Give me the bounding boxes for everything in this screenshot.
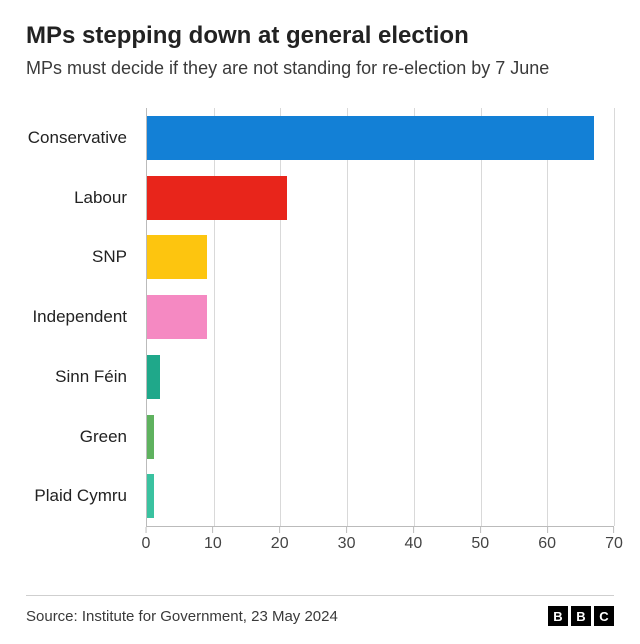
plot-area: Conservative Labour SNP Independent Sinn Féi… — [146, 108, 614, 526]
bar — [147, 415, 154, 459]
tick-label: 70 — [605, 535, 623, 553]
bar-row: Plaid Cymru — [147, 474, 614, 518]
tick-label: 60 — [538, 535, 556, 553]
bar-row: Conservative — [147, 116, 614, 160]
tick-label: 0 — [142, 535, 151, 553]
tick-mark — [279, 527, 280, 533]
tick-label: 40 — [405, 535, 423, 553]
x-axis: 010203040506070 — [146, 526, 614, 560]
x-tick: 10 — [204, 527, 222, 553]
tick-mark — [413, 527, 414, 533]
source-text: Source: Institute for Government, 23 May… — [26, 608, 338, 625]
x-tick: 0 — [142, 527, 151, 553]
bar-row: SNP — [147, 235, 614, 279]
tick-mark — [480, 527, 481, 533]
bar-chart: Conservative Labour SNP Independent Sinn Féi… — [26, 108, 614, 585]
tick-mark — [212, 527, 213, 533]
tick-label: 30 — [338, 535, 356, 553]
category-label: Sinn Féin — [17, 367, 137, 387]
tick-label: 10 — [204, 535, 222, 553]
category-label: Conservative — [17, 128, 137, 148]
x-tick: 20 — [271, 527, 289, 553]
bar — [147, 235, 207, 279]
x-tick: 50 — [471, 527, 489, 553]
category-label: Independent — [17, 307, 137, 327]
x-tick: 60 — [538, 527, 556, 553]
category-label: SNP — [17, 247, 137, 267]
category-label: Plaid Cymru — [17, 486, 137, 506]
bar-row: Labour — [147, 176, 614, 220]
category-label: Green — [17, 427, 137, 447]
tick-label: 50 — [471, 535, 489, 553]
bbc-logo-letter: B — [571, 606, 591, 626]
bar — [147, 474, 154, 518]
bar — [147, 355, 160, 399]
bar-row: Independent — [147, 295, 614, 339]
tick-label: 20 — [271, 535, 289, 553]
bar — [147, 295, 207, 339]
bar-row: Sinn Féin — [147, 355, 614, 399]
footer-divider — [26, 595, 614, 596]
category-label: Labour — [17, 188, 137, 208]
bbc-logo: B B C — [548, 606, 614, 626]
x-tick: 40 — [405, 527, 423, 553]
tick-mark — [346, 527, 347, 533]
gridline — [614, 108, 615, 526]
x-tick: 70 — [605, 527, 623, 553]
chart-subtitle: MPs must decide if they are not standing… — [26, 57, 614, 80]
bbc-logo-letter: C — [594, 606, 614, 626]
tick-mark — [547, 527, 548, 533]
tick-mark — [146, 527, 147, 533]
bar — [147, 176, 287, 220]
x-tick: 30 — [338, 527, 356, 553]
bar — [147, 116, 594, 160]
bbc-logo-letter: B — [548, 606, 568, 626]
tick-mark — [613, 527, 614, 533]
chart-title: MPs stepping down at general election — [26, 22, 614, 51]
chart-footer: Source: Institute for Government, 23 May… — [26, 606, 614, 626]
bar-row: Green — [147, 415, 614, 459]
